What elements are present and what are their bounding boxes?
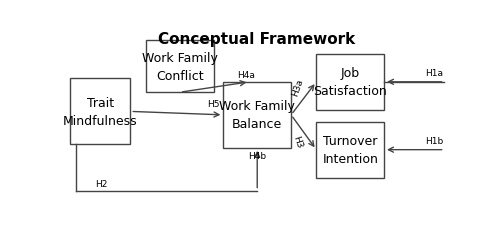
Text: Trait
Mindfulness: Trait Mindfulness bbox=[63, 97, 138, 127]
Text: H3a: H3a bbox=[290, 77, 305, 97]
FancyBboxPatch shape bbox=[146, 41, 214, 93]
Text: H2: H2 bbox=[96, 179, 108, 188]
Text: H4b: H4b bbox=[248, 152, 266, 161]
Text: Turnover
Intention: Turnover Intention bbox=[322, 135, 378, 165]
Text: H1a: H1a bbox=[426, 69, 444, 78]
FancyBboxPatch shape bbox=[224, 82, 291, 148]
Text: Work Family
Balance: Work Family Balance bbox=[220, 100, 295, 131]
Text: Job
Satisfaction: Job Satisfaction bbox=[314, 67, 387, 98]
Text: H5: H5 bbox=[207, 99, 220, 108]
Text: H1b: H1b bbox=[425, 137, 444, 146]
Text: H4a: H4a bbox=[236, 71, 254, 80]
FancyBboxPatch shape bbox=[316, 55, 384, 110]
Text: Conceptual Framework: Conceptual Framework bbox=[158, 32, 355, 47]
Text: Work Family
Conflict: Work Family Conflict bbox=[142, 52, 218, 82]
FancyBboxPatch shape bbox=[316, 122, 384, 178]
FancyBboxPatch shape bbox=[70, 79, 130, 145]
Text: H3: H3 bbox=[292, 134, 304, 149]
